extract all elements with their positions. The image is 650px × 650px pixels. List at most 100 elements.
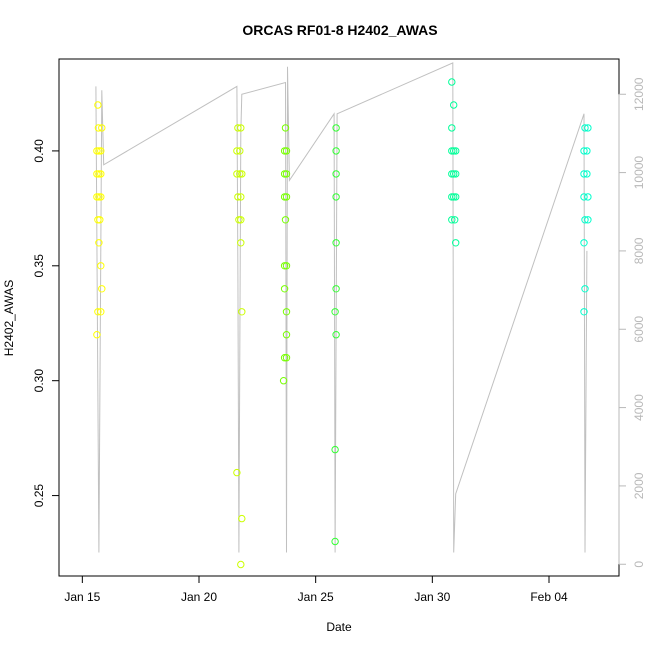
data-point xyxy=(237,216,245,224)
data-point xyxy=(282,308,291,316)
y2-tick-label: 0 xyxy=(632,561,646,568)
data-point xyxy=(93,170,101,178)
data-point xyxy=(282,354,291,362)
data-point xyxy=(94,101,102,109)
data-point xyxy=(450,193,458,201)
data-point xyxy=(97,170,105,178)
data-point xyxy=(332,147,340,155)
data-point xyxy=(332,285,340,293)
data-point xyxy=(93,331,101,339)
data-point xyxy=(280,170,289,178)
data-point xyxy=(583,147,591,155)
data-point xyxy=(233,147,241,155)
data-point xyxy=(234,124,242,132)
data-point xyxy=(237,124,245,132)
data-point xyxy=(332,193,340,201)
data-point xyxy=(331,445,339,454)
data-point xyxy=(94,124,103,132)
data-point xyxy=(282,262,291,270)
x-tick-label: Jan 15 xyxy=(64,590,100,604)
y2-tick-label: 12000 xyxy=(632,77,646,111)
data-point xyxy=(450,170,458,178)
data-point xyxy=(280,147,289,155)
data-point xyxy=(584,124,592,132)
data-point xyxy=(580,239,588,247)
data-point xyxy=(581,124,589,132)
data-point xyxy=(583,170,591,178)
data-point xyxy=(238,170,246,178)
y-tick-label: 0.25 xyxy=(32,484,46,508)
plot-frame xyxy=(58,58,620,577)
y-tick-label: 0.30 xyxy=(32,369,46,393)
data-point xyxy=(97,262,105,270)
y-axis-label: H2402_AWAS xyxy=(2,280,16,356)
data-point xyxy=(580,147,588,155)
x-tick-label: Feb 04 xyxy=(530,590,568,604)
data-point xyxy=(98,285,106,293)
x-tick-label: Jan 20 xyxy=(181,590,217,604)
data-point xyxy=(94,216,102,224)
data-point xyxy=(584,193,592,201)
data-point xyxy=(448,193,456,201)
y2-tick-label: 10000 xyxy=(632,156,646,190)
data-point xyxy=(94,308,102,316)
data-point xyxy=(233,170,241,178)
x-axis-label: Date xyxy=(326,620,352,634)
y-tick-label: 0.40 xyxy=(32,139,46,163)
data-point xyxy=(95,239,103,247)
altitude-series xyxy=(95,62,588,553)
data-point xyxy=(237,193,245,201)
data-point xyxy=(282,193,291,201)
axes: Jan 15 Jan 20 Jan 25 Jan 30 Feb 04 0.25 0.30 0.… xyxy=(32,77,646,604)
data-point xyxy=(332,170,340,178)
data-point xyxy=(281,124,290,132)
data-point xyxy=(234,193,242,201)
chart-title: ORCAS RF01-8 H2402_AWAS xyxy=(242,22,437,38)
data-point xyxy=(93,193,101,201)
data-point xyxy=(233,468,241,477)
y2-tick-label: 4000 xyxy=(632,394,646,421)
data-point xyxy=(282,331,291,339)
data-point xyxy=(280,354,289,362)
data-point xyxy=(448,124,456,132)
data-point xyxy=(97,308,105,316)
data-point xyxy=(452,147,460,155)
data-point xyxy=(448,170,456,178)
data-point xyxy=(93,147,101,155)
data-point xyxy=(280,193,289,201)
y-tick-label: 0.35 xyxy=(32,254,46,278)
data-point xyxy=(280,285,289,293)
data-point xyxy=(282,147,291,155)
data-point xyxy=(580,170,588,178)
data-point xyxy=(452,170,460,178)
data-point xyxy=(452,239,460,247)
data-point xyxy=(281,216,290,224)
data-point xyxy=(332,331,340,339)
data-point xyxy=(95,170,103,178)
data-point xyxy=(97,147,105,155)
y2-tick-label: 2000 xyxy=(632,472,646,499)
data-point xyxy=(96,216,104,224)
data-point xyxy=(452,193,460,201)
data-point xyxy=(332,239,340,247)
data-point xyxy=(581,285,589,293)
data-point xyxy=(580,193,588,201)
data-point xyxy=(237,239,245,247)
data-point xyxy=(238,308,246,316)
data-point xyxy=(448,147,456,155)
data-point xyxy=(235,216,243,224)
data-point xyxy=(98,124,106,132)
data-point xyxy=(448,216,456,224)
data-point xyxy=(95,193,103,201)
data-point xyxy=(97,193,105,201)
data-point xyxy=(236,170,244,178)
data-point xyxy=(450,101,458,109)
data-point xyxy=(237,560,245,569)
altitude-line xyxy=(95,62,588,553)
data-point xyxy=(332,124,340,132)
data-point xyxy=(236,147,244,155)
data-point xyxy=(448,78,456,86)
data-point xyxy=(580,308,588,316)
y2-tick-label: 6000 xyxy=(632,316,646,343)
